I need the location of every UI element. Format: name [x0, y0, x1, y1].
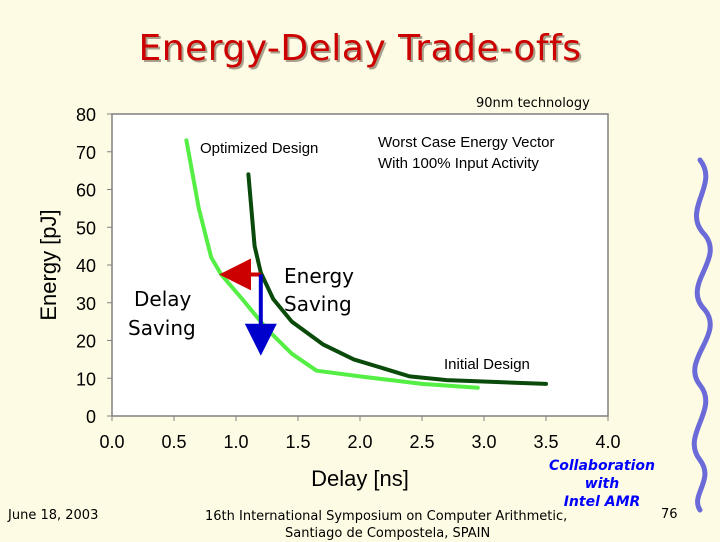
delay-saving-label-line1: Delay [134, 287, 192, 311]
y-tick-label: 20 [76, 332, 96, 352]
x-axis-label: Delay [ns] [311, 466, 409, 491]
footer-date: June 18, 2003 [8, 508, 99, 523]
technology-note: 90nm technology [476, 96, 590, 111]
collaboration-note: Collaboration with Intel AMR [540, 457, 664, 511]
collaboration-line2: with [584, 476, 620, 492]
x-axis-ticks: 0.0 0.5 1.0 1.5 2.0 2.5 3.0 3.5 4.0 [99, 416, 621, 452]
initial-design-label: Initial Design [444, 356, 530, 373]
collaboration-line1: Collaboration [548, 458, 655, 474]
y-tick-label: 30 [76, 294, 96, 314]
footer-conference: 16th International Symposium on Computer… [205, 508, 567, 542]
worst-case-label-line1: Worst Case Energy Vector [378, 134, 554, 151]
decorative-wavy-border [691, 157, 713, 513]
y-tick-label: 80 [76, 105, 96, 125]
energy-saving-label-line2: Saving [284, 292, 352, 316]
page-number: 76 [661, 507, 678, 522]
collaboration-line3: Intel AMR [563, 494, 641, 510]
x-tick-label: 4.0 [595, 432, 620, 452]
y-tick-label: 70 [76, 143, 96, 163]
y-axis-ticks: 0 10 20 30 40 50 60 70 80 [76, 105, 112, 427]
optimized-design-label: Optimized Design [200, 140, 318, 157]
initial-design-curve [246, 172, 548, 386]
slide-title: Energy-Delay Trade-offs [138, 28, 582, 69]
y-tick-label: 10 [76, 369, 96, 389]
footer-conference-line1: 16th International Symposium on Computer… [205, 509, 568, 524]
x-tick-label: 3.0 [471, 432, 496, 452]
plot-area [111, 113, 609, 417]
x-tick-label: 2.0 [347, 432, 372, 452]
y-axis-label: Energy [pJ] [36, 209, 61, 320]
footer-conference-line2: Santiago de Compostela, SPAIN [285, 526, 491, 541]
delay-saving-label-line2: Saving [128, 316, 196, 340]
energy-saving-label-line1: Energy [284, 264, 354, 288]
x-tick-label: 0.0 [99, 432, 124, 452]
y-tick-label: 0 [86, 407, 96, 427]
x-tick-label: 2.5 [409, 432, 434, 452]
worst-case-label-line2: With 100% Input Activity [378, 155, 539, 172]
y-tick-label: 60 [76, 181, 96, 201]
y-tick-label: 40 [76, 256, 96, 276]
x-tick-label: 1.0 [223, 432, 248, 452]
x-tick-label: 1.5 [285, 432, 310, 452]
x-tick-label: 0.5 [161, 432, 186, 452]
x-tick-label: 3.5 [533, 432, 558, 452]
y-tick-label: 50 [76, 218, 96, 238]
